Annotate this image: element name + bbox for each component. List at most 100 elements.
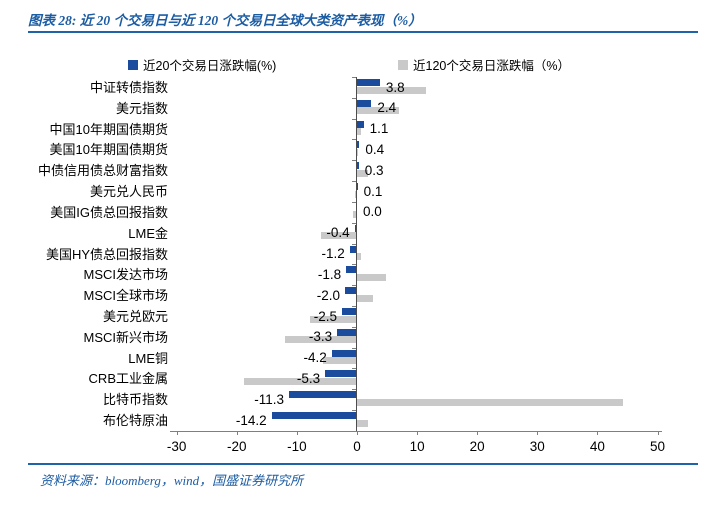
bar-120d: [357, 148, 359, 156]
bar-120d: [357, 419, 369, 427]
category-axis-tick: [352, 368, 357, 370]
x-axis-tick-label: 50: [649, 438, 666, 454]
bar-120d: [244, 377, 357, 385]
chart-legend: 近20个交易日涨跌幅(%) 近120个交易日涨跌幅（%）: [0, 55, 726, 73]
legend-swatch-120d-icon: [398, 59, 408, 70]
bar-value-label: -2.5: [313, 308, 337, 324]
x-axis-tick-label: 10: [409, 438, 425, 454]
bar-chart-plot: 中证转债指数 3.8 美元指数 2.4 中国10年期国债期货 1.1 美国10年期国债期货 0…: [0, 77, 726, 462]
bar-120d: [357, 253, 362, 261]
category-axis-tick: [352, 77, 357, 78]
legend-swatch-20d-icon: [128, 59, 138, 70]
x-axis-tick-label: -20: [227, 438, 247, 454]
x-axis-tick-label: -30: [166, 438, 187, 454]
bar-value-label: 2.4: [377, 100, 397, 116]
bar-20d: [325, 370, 357, 378]
category-axis-tick: [352, 181, 357, 183]
category-label: MSCI新兴市场: [83, 329, 168, 345]
category-axis-tick: [352, 201, 357, 203]
bar-value-label: -2.0: [316, 287, 340, 303]
bar-120d: [357, 86, 427, 94]
source-note: 资料来源：bloomberg，wind，国盛证券研究所: [40, 473, 304, 488]
bar-value-label: -1.8: [317, 266, 342, 282]
legend-label-120d: 近120个交易日涨跌幅（%）: [413, 59, 570, 73]
legend-item-20d: 近20个交易日涨跌幅(%): [128, 55, 276, 74]
category-label: LME铜: [128, 350, 168, 366]
category-label: MSCI发达市场: [83, 267, 168, 283]
category-axis-tick: [352, 97, 357, 99]
bar-20d: [341, 308, 357, 316]
bar-120d: [357, 398, 623, 406]
bar-20d: [354, 224, 357, 232]
bar-20d: [344, 287, 357, 295]
footer-divider: [28, 463, 698, 465]
bar-value-label: 0.3: [364, 162, 384, 178]
bar-20d: [289, 391, 357, 399]
x-axis-tick: [477, 430, 479, 435]
category-axis-tick: [352, 243, 357, 245]
category-axis-tick: [352, 326, 357, 328]
bar-20d: [349, 245, 357, 253]
legend-label-20d: 近20个交易日涨跌幅(%): [143, 59, 277, 73]
category-label: 美元指数: [115, 100, 168, 116]
bar-value-label: -3.3: [308, 329, 333, 345]
x-axis-tick-label: -10: [287, 438, 307, 454]
x-axis-tick: [597, 430, 599, 435]
bar-20d: [357, 162, 359, 170]
category-axis-tick: [352, 118, 357, 120]
bar-120d: [357, 294, 374, 302]
bar-120d: [357, 128, 362, 136]
category-axis-tick: [352, 222, 357, 224]
x-axis-tick: [417, 430, 419, 435]
bar-20d: [337, 328, 357, 336]
bar-120d: [352, 211, 357, 219]
category-label: 中国10年期国债期货: [49, 121, 168, 137]
x-axis-tick: [236, 430, 238, 435]
x-axis-tick: [657, 430, 659, 435]
category-label: 美国IG债总回报指数: [50, 204, 168, 220]
x-axis-tick: [296, 430, 298, 435]
bar-20d: [357, 120, 364, 128]
category-label: 美国HY债总回报指数: [45, 246, 168, 262]
bar-value-label: -1.2: [321, 246, 345, 262]
bar-20d: [357, 183, 358, 191]
bar-120d: [357, 107, 400, 115]
bar-20d: [331, 349, 357, 357]
zero-axis-line: [356, 77, 357, 431]
category-label: MSCI全球市场: [83, 288, 168, 304]
category-label: 美元兑人民币: [89, 184, 168, 200]
category-axis-tick: [352, 410, 357, 412]
x-axis-tick: [537, 430, 539, 435]
bar-value-label: -4.2: [303, 350, 327, 366]
x-axis-tick-label: 20: [469, 438, 485, 454]
bar-value-label: 0.4: [365, 141, 385, 157]
bar-120d: [323, 357, 357, 365]
category-label: 比特币指数: [102, 392, 168, 408]
bar-120d: [357, 273, 386, 281]
bar-120d: [320, 232, 357, 240]
title-divider: [28, 31, 698, 33]
x-axis-line: [170, 430, 662, 432]
x-axis-tick-label: 0: [353, 438, 361, 454]
bar-20d: [357, 79, 380, 86]
category-label: 中债信用债总财富指数: [37, 163, 168, 179]
bar-value-label: 0.0: [363, 204, 382, 220]
x-axis-tick-label: 30: [529, 438, 545, 454]
bar-value-label: -14.2: [235, 412, 267, 428]
category-axis-tick: [352, 139, 357, 141]
bar-value-label: 3.8: [385, 79, 405, 95]
category-axis-tick: [352, 160, 357, 162]
bar-20d: [357, 99, 372, 107]
bar-20d: [271, 412, 357, 420]
category-axis-tick: [352, 264, 357, 266]
bar-value-label: 0.1: [363, 183, 383, 199]
bar-value-label: -11.3: [254, 391, 285, 407]
bar-value-label: 1.1: [369, 121, 389, 137]
figure-title: 图表 28: 近 20 个交易日与近 120 个交易日全球大类资产表现（%）: [28, 13, 422, 28]
category-axis-tick: [352, 306, 357, 308]
x-axis-tick-label: 40: [589, 438, 605, 454]
bar-value-label: -5.3: [296, 370, 321, 386]
category-label: 中证转债指数: [89, 80, 168, 95]
x-axis-tick: [176, 430, 178, 435]
